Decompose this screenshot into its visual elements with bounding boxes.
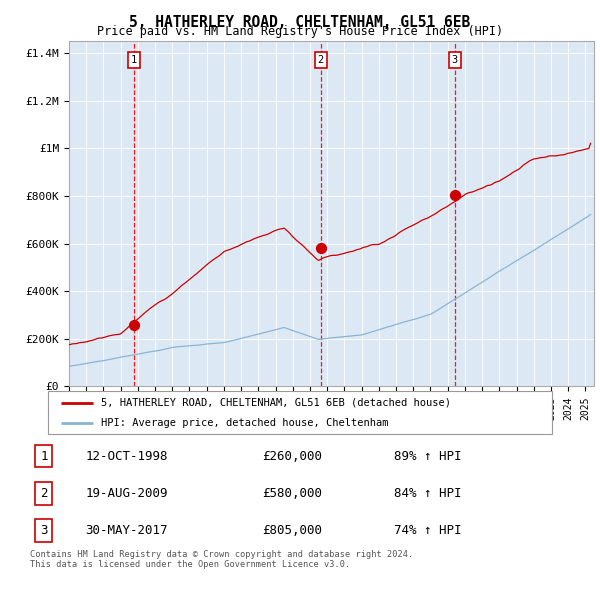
Text: HPI: Average price, detached house, Cheltenham: HPI: Average price, detached house, Chel… [101, 418, 388, 428]
Text: 1: 1 [40, 450, 47, 463]
Text: 84% ↑ HPI: 84% ↑ HPI [394, 487, 462, 500]
Point [130, 320, 139, 329]
Point [316, 244, 326, 253]
Text: 30-MAY-2017: 30-MAY-2017 [85, 524, 168, 537]
Text: 2: 2 [318, 55, 324, 65]
Text: 2: 2 [40, 487, 47, 500]
Point [450, 190, 460, 199]
Text: 12-OCT-1998: 12-OCT-1998 [85, 450, 168, 463]
Text: 3: 3 [40, 524, 47, 537]
Text: 3: 3 [452, 55, 458, 65]
Text: £580,000: £580,000 [262, 487, 322, 500]
Text: £805,000: £805,000 [262, 524, 322, 537]
Text: 19-AUG-2009: 19-AUG-2009 [85, 487, 168, 500]
Text: 5, HATHERLEY ROAD, CHELTENHAM, GL51 6EB (detached house): 5, HATHERLEY ROAD, CHELTENHAM, GL51 6EB … [101, 398, 451, 408]
Text: 1: 1 [131, 55, 137, 65]
Text: 5, HATHERLEY ROAD, CHELTENHAM, GL51 6EB: 5, HATHERLEY ROAD, CHELTENHAM, GL51 6EB [130, 15, 470, 30]
Text: Contains HM Land Registry data © Crown copyright and database right 2024.
This d: Contains HM Land Registry data © Crown c… [30, 550, 413, 569]
Text: 89% ↑ HPI: 89% ↑ HPI [394, 450, 462, 463]
Text: 74% ↑ HPI: 74% ↑ HPI [394, 524, 462, 537]
Text: £260,000: £260,000 [262, 450, 322, 463]
Text: Price paid vs. HM Land Registry's House Price Index (HPI): Price paid vs. HM Land Registry's House … [97, 25, 503, 38]
